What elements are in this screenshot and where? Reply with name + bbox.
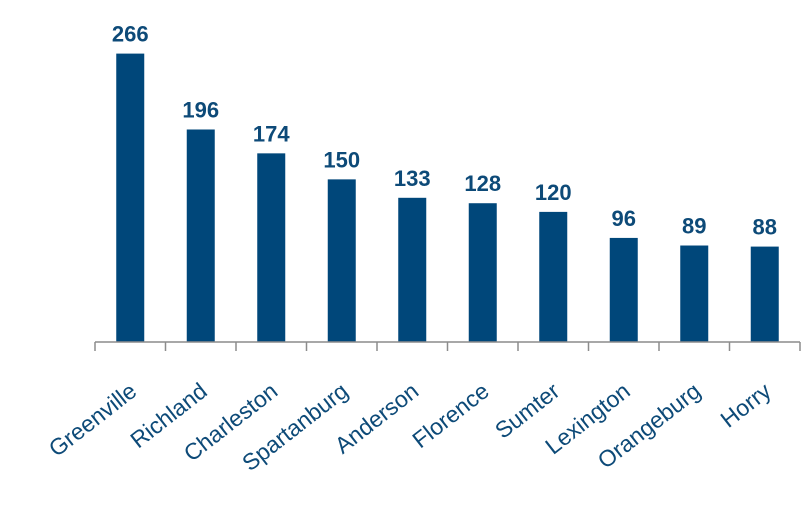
x-tick-labels-group: GreenvilleRichlandCharlestonSpartanburgA… <box>44 377 776 476</box>
value-label-richland: 196 <box>182 97 219 122</box>
value-labels-group: 266 196 174 150 133 128 120 96 89 88 <box>112 22 777 240</box>
bar-florence <box>468 203 497 342</box>
bar-horry <box>750 246 779 342</box>
value-label-horry: 88 <box>753 215 777 240</box>
bar-lexington <box>609 237 638 342</box>
value-label-spartanburg: 150 <box>323 147 360 172</box>
bar-anderson <box>398 197 427 342</box>
bar-charleston <box>257 153 286 342</box>
bar-spartanburg <box>327 179 356 342</box>
value-label-anderson: 133 <box>394 166 431 191</box>
x-tick-label-greenville: Greenville <box>44 377 142 461</box>
bar-sumter <box>539 211 568 342</box>
value-label-greenville: 266 <box>112 22 149 47</box>
bars-group <box>116 53 779 342</box>
bar-orangeburg <box>680 245 709 342</box>
value-label-florence: 128 <box>464 171 501 196</box>
value-label-orangeburg: 89 <box>682 214 706 239</box>
x-axis <box>94 341 801 351</box>
bar-richland <box>186 129 215 342</box>
value-label-sumter: 120 <box>535 180 572 205</box>
x-tick-label-florence: Florence <box>407 377 494 453</box>
value-label-lexington: 96 <box>612 206 636 231</box>
value-label-charleston: 174 <box>253 121 290 146</box>
x-tick-label-horry: Horry <box>716 377 777 432</box>
bar-greenville <box>116 53 145 342</box>
